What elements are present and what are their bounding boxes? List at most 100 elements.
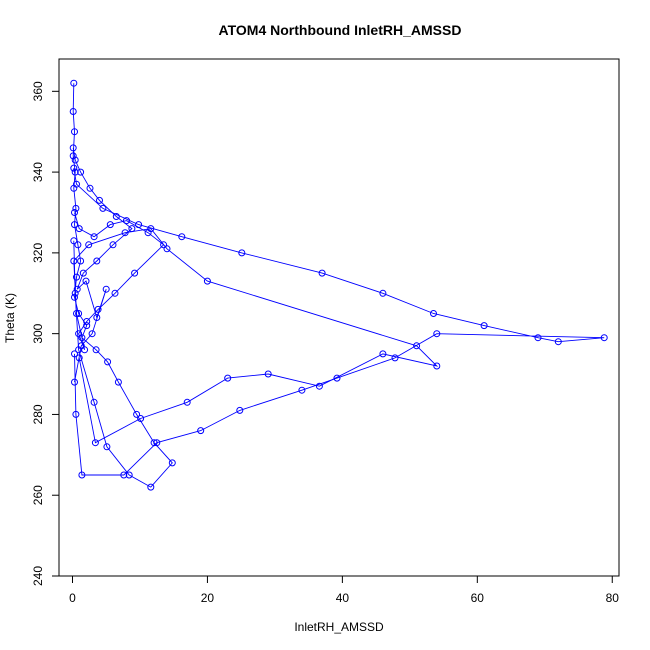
data-point bbox=[114, 378, 122, 386]
y-tick-label: 300 bbox=[31, 323, 45, 343]
data-point bbox=[128, 225, 136, 233]
data-point bbox=[73, 273, 80, 281]
plot-area-frame bbox=[58, 58, 620, 577]
data-point bbox=[69, 144, 77, 152]
data-point bbox=[109, 241, 117, 249]
series-line-3 bbox=[73, 212, 439, 444]
data-point bbox=[88, 330, 96, 338]
data-point bbox=[153, 439, 161, 447]
data-point bbox=[71, 350, 78, 358]
data-point bbox=[197, 427, 205, 435]
data-point bbox=[78, 471, 86, 479]
data-point bbox=[102, 285, 110, 293]
data-point bbox=[433, 330, 441, 338]
data-point bbox=[131, 269, 139, 277]
data-point bbox=[413, 342, 421, 350]
data-point bbox=[90, 398, 98, 406]
data-point bbox=[111, 289, 119, 297]
data-point bbox=[298, 386, 306, 394]
data-point bbox=[379, 350, 387, 358]
data-point bbox=[70, 79, 78, 87]
data-point bbox=[77, 257, 85, 265]
data-point bbox=[600, 334, 608, 342]
data-point bbox=[71, 209, 78, 216]
data-point bbox=[93, 314, 101, 321]
data-point bbox=[75, 225, 83, 233]
x-tick-label: 0 bbox=[69, 591, 76, 605]
x-tick-label: 60 bbox=[471, 591, 485, 605]
data-point bbox=[203, 277, 211, 285]
data-point bbox=[75, 310, 83, 317]
data-point bbox=[137, 415, 145, 422]
data-point bbox=[70, 237, 78, 245]
data-point bbox=[160, 241, 168, 249]
y-tick-label: 280 bbox=[31, 404, 45, 424]
data-point bbox=[72, 410, 80, 418]
data-point bbox=[480, 322, 488, 330]
series-line-1 bbox=[72, 83, 173, 488]
y-tick-label: 260 bbox=[31, 485, 45, 505]
series-line-4 bbox=[72, 147, 133, 383]
data-point bbox=[77, 168, 85, 176]
data-point bbox=[71, 221, 78, 229]
data-point bbox=[93, 257, 101, 265]
data-point bbox=[125, 471, 133, 479]
data-point bbox=[73, 180, 80, 188]
data-point bbox=[224, 374, 232, 382]
data-point bbox=[79, 269, 87, 277]
data-point bbox=[163, 245, 171, 253]
data-point bbox=[168, 459, 176, 467]
data-point bbox=[183, 398, 191, 406]
data-point bbox=[71, 293, 78, 301]
y-axis-label: Theta (K) bbox=[3, 293, 17, 343]
data-point bbox=[104, 358, 112, 366]
y-tick-label: 340 bbox=[31, 162, 45, 182]
data-point bbox=[554, 338, 562, 346]
data-point bbox=[71, 156, 79, 164]
data-point bbox=[73, 285, 81, 293]
data-point bbox=[85, 241, 93, 249]
data-point bbox=[236, 406, 244, 414]
data-point bbox=[391, 354, 399, 362]
data-point bbox=[70, 164, 78, 172]
data-point bbox=[133, 410, 141, 418]
data-point bbox=[71, 128, 78, 136]
data-point bbox=[92, 346, 100, 354]
data-point bbox=[147, 483, 155, 491]
data-point bbox=[147, 225, 155, 233]
data-point bbox=[99, 204, 107, 212]
data-point bbox=[72, 204, 80, 212]
data-point bbox=[433, 362, 441, 370]
data-point bbox=[96, 196, 103, 204]
y-tick-label: 320 bbox=[31, 243, 45, 263]
data-point bbox=[69, 108, 77, 115]
x-axis-label: InletRH_AMSSD bbox=[294, 620, 384, 634]
y-axis: 240 260 280 300 320 340 360 bbox=[31, 81, 60, 586]
data-point bbox=[178, 233, 186, 241]
data-point bbox=[90, 233, 98, 241]
data-point bbox=[379, 289, 387, 297]
data-point bbox=[77, 342, 85, 350]
data-point bbox=[71, 378, 78, 386]
data-point bbox=[112, 213, 120, 220]
data-point bbox=[534, 334, 542, 342]
data-point bbox=[91, 439, 99, 447]
data-point bbox=[120, 471, 128, 479]
data-point bbox=[70, 257, 78, 265]
data-point bbox=[121, 229, 129, 237]
data-point bbox=[430, 310, 437, 317]
y-tick-label: 360 bbox=[31, 81, 45, 101]
data-point bbox=[123, 217, 130, 225]
x-tick-label: 40 bbox=[336, 591, 350, 605]
data-point bbox=[318, 269, 326, 277]
data-point bbox=[106, 221, 114, 229]
data-point bbox=[75, 330, 83, 338]
y-tick-label: 240 bbox=[31, 566, 45, 586]
x-axis: 0 20 40 60 80 bbox=[69, 575, 619, 605]
data-point bbox=[315, 382, 323, 390]
data-point bbox=[238, 249, 246, 257]
data-point bbox=[82, 277, 90, 285]
data-point bbox=[333, 374, 341, 382]
series-layer bbox=[69, 79, 608, 491]
